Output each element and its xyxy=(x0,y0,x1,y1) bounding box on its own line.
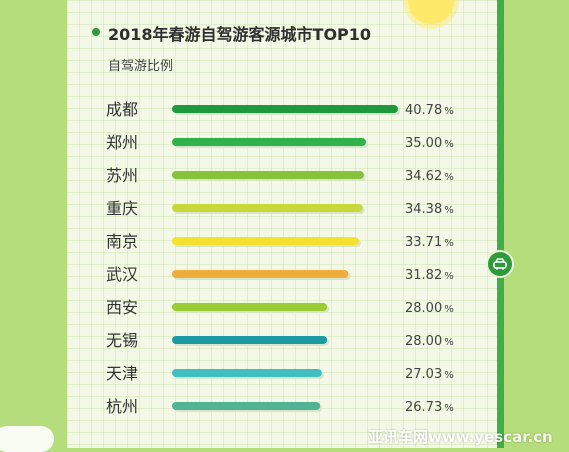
category-label: 杭州 xyxy=(106,397,138,416)
bar xyxy=(172,204,363,212)
value-label: 40.78% xyxy=(405,103,454,118)
value-label: 35.00% xyxy=(405,136,454,151)
car-glyph xyxy=(493,258,507,270)
value-label: 28.00% xyxy=(405,301,454,316)
watermark: 亚讯车网www.yescar.cn xyxy=(368,428,553,446)
category-label: 郑州 xyxy=(106,133,138,152)
value-label: 34.38% xyxy=(405,202,454,217)
bar xyxy=(172,402,321,410)
side-rail xyxy=(497,0,504,448)
category-label: 重庆 xyxy=(106,199,138,218)
value-label: 27.03% xyxy=(405,367,454,382)
category-label: 无锡 xyxy=(106,331,138,350)
value-label: 28.00% xyxy=(405,334,454,349)
bar xyxy=(172,138,366,146)
chart-title: 2018年春游自驾游客源城市TOP10 xyxy=(108,25,372,44)
bar xyxy=(172,237,359,245)
bar xyxy=(172,270,349,278)
category-label: 武汉 xyxy=(106,265,138,284)
value-label: 26.73% xyxy=(405,400,454,415)
category-label: 西安 xyxy=(106,298,138,317)
category-label: 南京 xyxy=(106,232,138,251)
value-label: 33.71% xyxy=(405,235,454,250)
chart-card xyxy=(67,0,498,448)
bar xyxy=(172,369,322,377)
category-label: 苏州 xyxy=(106,166,138,185)
bar xyxy=(172,105,398,113)
value-label: 34.62% xyxy=(405,169,454,184)
cloud-decoration xyxy=(0,426,54,452)
value-label: 31.82% xyxy=(405,268,454,283)
chart-subtitle: 自驾游比例 xyxy=(108,59,174,74)
bar xyxy=(172,303,328,311)
car-icon[interactable] xyxy=(486,250,514,278)
category-label: 天津 xyxy=(106,364,138,383)
title-bullet xyxy=(92,28,100,36)
bar xyxy=(172,171,364,179)
bar xyxy=(172,336,328,344)
category-label: 成都 xyxy=(106,100,138,119)
